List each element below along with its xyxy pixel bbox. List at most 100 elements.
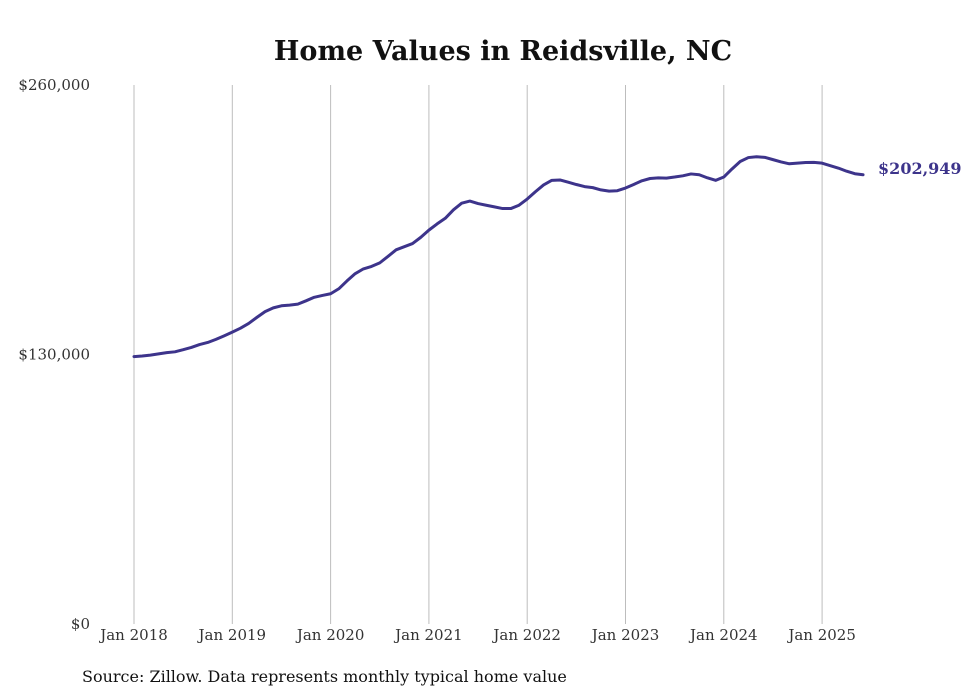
data-point xyxy=(567,181,570,184)
data-point xyxy=(599,188,602,191)
data-point xyxy=(534,190,537,193)
data-point xyxy=(780,160,783,163)
data-point xyxy=(608,190,611,193)
data-point xyxy=(485,204,488,207)
data-point xyxy=(419,236,422,239)
data-point xyxy=(345,279,348,282)
data-point xyxy=(706,176,709,179)
data-point xyxy=(133,355,136,358)
data-point xyxy=(771,158,774,161)
data-point xyxy=(288,304,291,307)
chart-title: Home Values in Reidsville, NC xyxy=(274,36,732,67)
data-point xyxy=(231,331,234,334)
data-point xyxy=(141,354,144,357)
data-point xyxy=(460,202,463,205)
data-point xyxy=(583,185,586,188)
data-point xyxy=(673,176,676,179)
data-point xyxy=(755,155,758,158)
data-point xyxy=(173,350,176,353)
data-point xyxy=(837,167,840,170)
x-tick-label: Jan 2023 xyxy=(590,626,660,644)
x-tick-label: Jan 2024 xyxy=(688,626,758,644)
data-point xyxy=(370,265,373,268)
data-point xyxy=(468,200,471,203)
data-point xyxy=(649,177,652,180)
data-point xyxy=(329,292,332,295)
x-tick-label: Jan 2018 xyxy=(98,626,168,644)
data-point xyxy=(640,179,643,182)
data-point xyxy=(149,354,152,357)
data-point xyxy=(321,294,324,297)
series-layer: $202,949 xyxy=(132,155,962,359)
data-point xyxy=(427,229,430,232)
x-tick-label: Jan 2025 xyxy=(786,626,856,644)
data-point xyxy=(337,287,340,290)
data-point xyxy=(575,183,578,186)
data-point xyxy=(395,248,398,251)
data-point xyxy=(845,170,848,173)
x-tick-label: Jan 2022 xyxy=(491,626,561,644)
data-point xyxy=(296,303,299,306)
data-point xyxy=(223,334,226,337)
data-point xyxy=(255,316,258,319)
data-point xyxy=(665,177,668,180)
y-axis: $0 $130,000 $260,000 xyxy=(18,76,90,633)
data-point xyxy=(829,164,832,167)
data-point xyxy=(411,242,414,245)
data-point xyxy=(313,296,316,299)
data-point xyxy=(657,176,660,179)
data-point xyxy=(591,186,594,189)
data-point xyxy=(157,352,160,355)
data-point xyxy=(305,299,308,302)
data-point xyxy=(272,306,275,309)
data-point xyxy=(165,351,168,354)
data-point xyxy=(616,189,619,192)
data-point xyxy=(501,207,504,210)
data-point xyxy=(403,245,406,248)
data-point xyxy=(190,346,193,349)
data-point xyxy=(264,310,267,313)
x-tick-label: Jan 2021 xyxy=(393,626,463,644)
data-point xyxy=(796,162,799,165)
data-point xyxy=(206,341,209,344)
data-point xyxy=(452,208,455,211)
end-value-label: $202,949 xyxy=(878,159,962,178)
data-point xyxy=(714,179,717,182)
data-point xyxy=(477,202,480,205)
data-point xyxy=(542,183,545,186)
data-point xyxy=(386,255,389,258)
data-point xyxy=(444,217,447,220)
x-tick-label: Jan 2019 xyxy=(197,626,267,644)
data-point xyxy=(558,178,561,181)
source-note: Source: Zillow. Data represents monthly … xyxy=(82,667,567,686)
data-point xyxy=(747,156,750,159)
data-point xyxy=(214,338,217,341)
data-point xyxy=(690,172,693,175)
data-point xyxy=(730,167,733,170)
data-point xyxy=(853,172,856,175)
data-point xyxy=(280,304,283,307)
data-point xyxy=(698,173,701,176)
data-point xyxy=(821,162,824,165)
data-point xyxy=(436,222,439,225)
data-point xyxy=(509,207,512,210)
x-tick-label: Jan 2020 xyxy=(295,626,365,644)
x-axis: Jan 2018 Jan 2019 Jan 2020 Jan 2021 Jan 2022… xyxy=(98,626,856,644)
data-point xyxy=(804,161,807,164)
data-point xyxy=(362,267,365,270)
y-tick-label: $130,000 xyxy=(18,346,90,364)
data-point xyxy=(378,261,381,264)
y-tick-label: $0 xyxy=(71,615,90,633)
data-point xyxy=(247,322,250,325)
y-tick-label: $260,000 xyxy=(18,76,90,94)
data-point xyxy=(354,272,357,275)
data-point xyxy=(493,205,496,208)
data-point xyxy=(739,160,742,163)
series-line xyxy=(132,155,865,359)
data-point xyxy=(812,161,815,164)
data-point xyxy=(624,187,627,190)
data-point xyxy=(182,348,185,351)
data-point xyxy=(550,179,553,182)
data-point xyxy=(632,183,635,186)
